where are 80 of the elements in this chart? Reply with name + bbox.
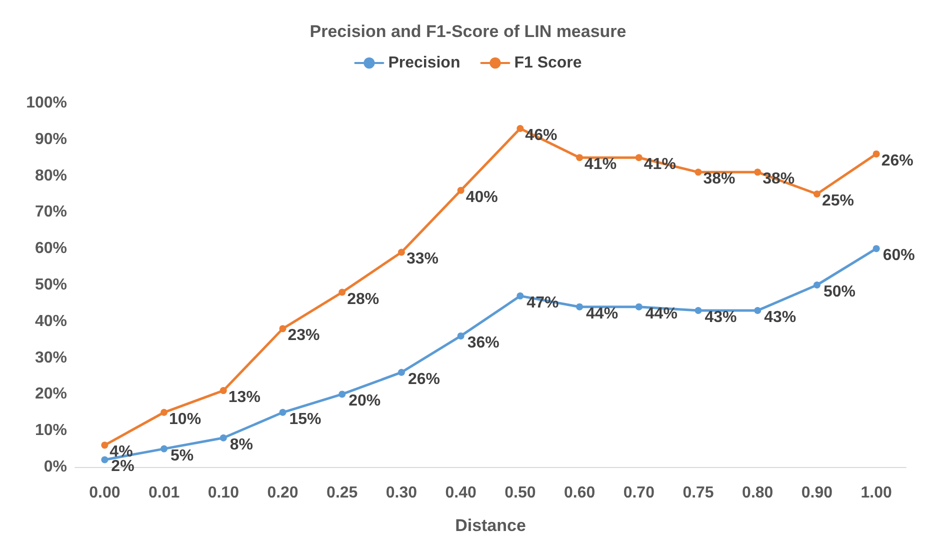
- annotation: 41%: [584, 156, 617, 174]
- point: [694, 306, 702, 314]
- point: [872, 245, 880, 252]
- point: [160, 408, 168, 416]
- data-label: 60%: [882, 247, 915, 264]
- data-label: 36%: [467, 334, 500, 352]
- point: [872, 150, 880, 158]
- point: [398, 368, 405, 376]
- x-tick-label: 0.30: [386, 484, 418, 502]
- data-label: 43%: [764, 308, 796, 326]
- point: [220, 387, 227, 394]
- x-tick-label: 0.60: [564, 484, 596, 502]
- y-tick-label: 40%: [34, 312, 67, 330]
- annotation: 25%: [822, 192, 854, 210]
- point: [576, 154, 584, 162]
- point: [813, 190, 820, 198]
- x-axis-title: Distance: [455, 516, 526, 535]
- x-tick-label: 0.70: [623, 484, 655, 502]
- x-tick-label: 0.00: [89, 484, 120, 502]
- y-tick-label: 80%: [34, 167, 67, 184]
- point: [279, 325, 286, 332]
- y-tick-label: 20%: [34, 386, 67, 403]
- point: [813, 282, 820, 288]
- annotation: 13%: [228, 389, 260, 406]
- point: [516, 292, 524, 300]
- annotation: 38%: [703, 170, 736, 188]
- y-tick-label: 0%: [44, 458, 67, 476]
- x-tick-label: 0.75: [682, 484, 714, 502]
- x-tick-label: 0.01: [148, 484, 180, 502]
- y-tick-label: 10%: [34, 422, 67, 440]
- x-tick-label: 1.00: [860, 484, 892, 502]
- y-tick-label: 90%: [34, 130, 67, 148]
- point: [101, 442, 108, 449]
- point: [694, 168, 702, 176]
- y-tick-label: 50%: [34, 276, 67, 294]
- x-tick-label: 0.40: [445, 484, 476, 502]
- data-label: 2%: [111, 458, 134, 476]
- point: [338, 288, 346, 296]
- point: [220, 434, 227, 442]
- x-tick-label: 0.50: [504, 484, 536, 502]
- annotation: 33%: [406, 250, 438, 268]
- point: [754, 306, 762, 314]
- data-label: 44%: [645, 305, 678, 322]
- y-tick-label: 70%: [34, 204, 67, 221]
- point: [754, 168, 762, 176]
- data-label: 15%: [289, 410, 322, 428]
- x-tick-label: 0.80: [742, 484, 774, 502]
- point: [398, 248, 405, 256]
- annotation: 10%: [169, 410, 202, 428]
- annotation: 26%: [881, 152, 914, 170]
- point: [160, 445, 168, 452]
- annotation: 40%: [466, 188, 498, 206]
- data-label: 26%: [408, 370, 440, 388]
- legend-label: F1 Score: [514, 54, 582, 72]
- point: [635, 303, 642, 310]
- data-label: 50%: [823, 284, 856, 300]
- x-tick-label: 0.25: [326, 484, 358, 502]
- x-tick-label: 0.20: [267, 484, 298, 502]
- annotation: 28%: [347, 290, 380, 308]
- y-tick-label: 100%: [26, 94, 67, 112]
- data-label: 8%: [230, 436, 254, 454]
- annotation: 23%: [288, 327, 320, 344]
- point: [635, 154, 642, 162]
- x-tick-label: 0.90: [801, 484, 833, 502]
- point: [279, 408, 286, 416]
- y-tick-label: 30%: [34, 349, 67, 366]
- point: [338, 390, 346, 398]
- y-tick-label: 60%: [34, 240, 67, 258]
- point: [457, 186, 464, 194]
- legend-label: Precision: [388, 54, 460, 72]
- point: [457, 332, 464, 340]
- point: [516, 124, 524, 132]
- x-tick-label: 0.10: [208, 484, 240, 502]
- chart-title: Precision and F1-Score of LIN measure: [310, 22, 626, 41]
- data-label: 44%: [586, 305, 618, 322]
- point: [576, 303, 584, 310]
- data-label: 43%: [704, 308, 737, 326]
- point: [101, 456, 108, 464]
- data-label: 20%: [348, 392, 381, 410]
- data-label: 5%: [170, 447, 194, 464]
